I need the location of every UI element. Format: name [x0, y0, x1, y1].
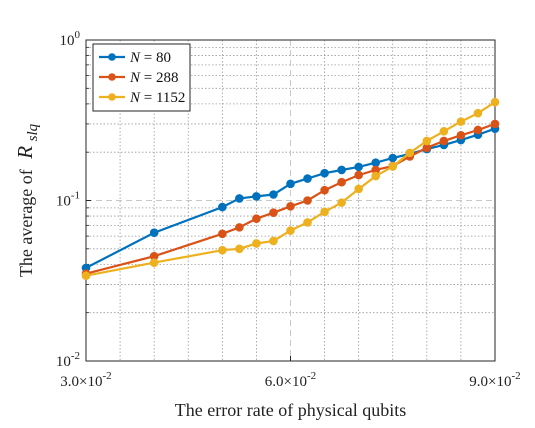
y-tick-base: 10	[60, 33, 75, 49]
legend-var: N	[129, 50, 141, 66]
x-tick-exponent: -2	[512, 370, 521, 382]
series-group	[81, 97, 500, 280]
x-tick-label: 6.0×10-2	[265, 370, 316, 390]
data-point	[337, 165, 346, 175]
data-point	[354, 162, 363, 172]
data-point	[303, 196, 312, 205]
legend-label: N = 1152	[129, 90, 185, 106]
data-point	[235, 194, 244, 203]
data-point	[81, 271, 91, 280]
data-point	[388, 162, 398, 171]
legend-item-80: N = 80	[99, 50, 171, 66]
data-point	[235, 244, 244, 254]
y-axis-label-symbol: R	[13, 146, 37, 160]
legend-value: = 80	[140, 50, 171, 66]
legend-marker	[108, 53, 116, 61]
data-point	[269, 190, 278, 199]
x-tick-mantissa: 3.0×10	[60, 374, 102, 390]
data-point	[252, 239, 261, 248]
data-point	[286, 202, 295, 211]
data-point	[490, 119, 500, 129]
data-point	[456, 130, 466, 140]
y-tick-label: 10-2	[56, 350, 80, 370]
data-point	[354, 184, 363, 194]
data-point	[235, 223, 244, 232]
data-point	[149, 228, 159, 238]
data-point	[218, 229, 227, 239]
legend-var: N	[129, 70, 141, 86]
data-point	[252, 214, 261, 224]
data-point	[473, 125, 483, 135]
x-axis-label: The error rate of physical qubits	[175, 400, 406, 420]
data-point	[320, 185, 329, 195]
legend-marker	[108, 93, 116, 101]
legend-value: = 1152	[140, 90, 185, 106]
y-tick-exponent: -1	[71, 190, 80, 202]
y-axis-label-subscript: slq	[25, 123, 41, 141]
data-point	[337, 198, 346, 207]
x-tick-label: 3.0×10-2	[60, 370, 111, 390]
y-axis-label: The average of R slq	[13, 123, 41, 277]
data-point	[269, 208, 278, 217]
data-point	[303, 174, 312, 183]
data-point	[388, 153, 398, 163]
data-point	[371, 158, 381, 167]
data-point	[303, 218, 312, 227]
data-point	[320, 207, 329, 217]
data-point	[218, 202, 227, 212]
x-tick-mantissa: 9.0×10	[469, 374, 511, 390]
y-tick-exponent: -2	[71, 350, 80, 362]
data-point	[252, 192, 261, 201]
legend-value: = 288	[140, 70, 178, 86]
x-tick-exponent: -2	[307, 370, 316, 382]
data-point	[286, 179, 295, 189]
data-point	[320, 168, 329, 178]
y-tick-exponent: 0	[75, 29, 81, 41]
data-point	[422, 136, 432, 146]
grid	[86, 40, 495, 361]
x-tick-exponent: -2	[103, 370, 112, 382]
data-point	[149, 258, 159, 267]
series-1152	[81, 97, 500, 280]
data-point	[286, 226, 295, 235]
y-axis-label-prefix: The average of	[16, 169, 36, 277]
data-point	[456, 117, 466, 126]
y-tick-base: 10	[56, 354, 71, 370]
y-tick-base: 10	[56, 194, 71, 210]
legend-label: N = 288	[129, 70, 178, 86]
data-point	[490, 97, 500, 107]
data-point	[269, 236, 278, 246]
y-tick-label: 10-1	[56, 190, 80, 210]
data-point	[371, 171, 381, 181]
data-point	[218, 245, 227, 255]
data-point	[337, 177, 346, 187]
data-point	[405, 148, 415, 158]
legend-label: N = 80	[129, 50, 171, 66]
y-tick-label: 100	[60, 29, 81, 49]
legend-marker	[108, 73, 116, 81]
legend-var: N	[129, 90, 141, 106]
x-tick-label: 9.0×10-2	[469, 370, 520, 390]
data-point	[473, 108, 483, 118]
x-tick-mantissa: 6.0×10	[265, 374, 307, 390]
data-point	[439, 126, 449, 136]
legend-item-1152: N = 1152	[99, 90, 185, 106]
data-point	[354, 170, 363, 180]
data-point	[439, 136, 449, 146]
legend-item-288: N = 288	[99, 70, 178, 86]
